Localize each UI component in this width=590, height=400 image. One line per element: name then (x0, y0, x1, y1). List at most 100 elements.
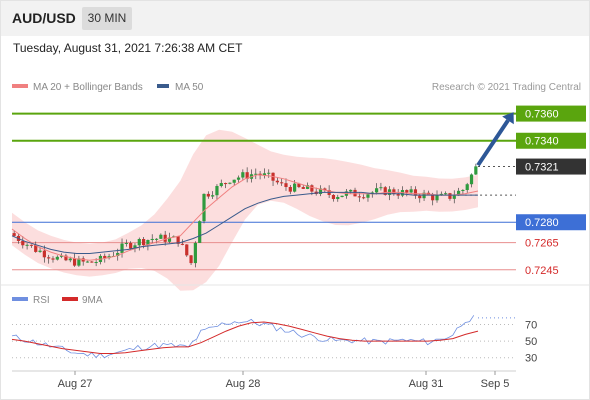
candle-body (288, 187, 292, 192)
candle-body (193, 242, 197, 264)
candle-body (150, 238, 154, 241)
candle-body (85, 261, 90, 263)
candle-body (189, 255, 193, 264)
candle-body (275, 180, 279, 183)
rsi-legend-label: RSI (33, 295, 50, 306)
candle-body (241, 172, 245, 178)
x-tick-label-2: Aug 31 (409, 378, 444, 390)
candle-body (146, 240, 150, 246)
candle-body (340, 195, 344, 197)
candle-body (465, 184, 469, 190)
symbol-label: AUD/USD (12, 10, 76, 26)
candle-body (180, 243, 185, 245)
rsi-ma-legend-label: 9MA (82, 295, 103, 306)
candle-body (474, 166, 478, 175)
candle-body (228, 182, 232, 184)
candle-body (21, 240, 25, 246)
ma50-legend-swatch (157, 84, 169, 88)
rsi-tick-label-2: 30 (525, 353, 537, 365)
candle-body (137, 238, 141, 246)
candle-body (349, 189, 353, 192)
candle-body (297, 183, 301, 188)
candle-body (435, 195, 439, 201)
candle-body (331, 194, 336, 200)
candle-body (284, 183, 288, 188)
candle-body (254, 173, 258, 175)
price-level-label-1: 0.7340 (525, 136, 559, 148)
moving-averages (11, 174, 479, 261)
candle-body (103, 255, 107, 259)
candle-body (94, 262, 98, 264)
x-tick-label-1: Aug 28 (226, 378, 261, 390)
chart-datetime: Tuesday, August 31, 2021 7:26:38 AM CET (13, 41, 243, 55)
candle-body (51, 258, 55, 260)
candle-body (90, 261, 94, 263)
candle-body (206, 193, 210, 197)
candle-body (12, 233, 16, 236)
candle-body (25, 244, 29, 246)
ma50-line (11, 191, 478, 254)
candle-body (202, 193, 206, 222)
candle-body (413, 189, 418, 196)
candle-body (418, 195, 422, 199)
candle-body (38, 250, 42, 252)
candle-body (159, 234, 163, 239)
rsi-ma-line (11, 321, 479, 354)
candle-body (431, 194, 435, 201)
candle-body (120, 243, 124, 253)
timeframe-button[interactable]: 30 MIN (82, 7, 132, 30)
price-level-label-0: 0.7360 (525, 109, 559, 121)
price-level-label-5: 0.7245 (525, 265, 559, 277)
price-level-box-0 (516, 105, 586, 122)
candle-body (198, 221, 202, 243)
candle-body (375, 188, 379, 193)
candle-body (47, 257, 51, 259)
candle-body (444, 193, 448, 195)
candle-body (232, 179, 236, 183)
x-tick-label-3: Sep 5 (481, 378, 510, 390)
candle-body (379, 187, 383, 189)
candle-body (301, 187, 305, 189)
rsi-panel: 70 50 30 (11, 315, 537, 365)
candle-body (293, 183, 297, 192)
ma20-legend-swatch (12, 84, 28, 88)
candle-body (64, 255, 68, 261)
candle-body (336, 196, 340, 200)
candle-body (215, 186, 219, 196)
candle-body (305, 185, 310, 189)
candle-body (154, 238, 159, 240)
candle-body (366, 194, 370, 198)
rsi-line (11, 315, 475, 359)
rsi-legend-swatch (12, 297, 28, 301)
forecast-arrow (476, 112, 514, 167)
ma20-line (11, 174, 479, 261)
price-level-label-2: 0.7321 (525, 162, 559, 174)
x-axis: Aug 27 Aug 28 Aug 31 Sep 5 (12, 370, 516, 390)
candle-body (245, 172, 249, 179)
candle-body (167, 237, 172, 242)
candle-body (124, 242, 128, 244)
candle-body (310, 185, 314, 192)
candle-body (176, 236, 180, 244)
ma20-legend-label: MA 20 + Bollinger Bands (33, 82, 143, 93)
candle-body (185, 244, 189, 256)
candle-body (318, 188, 323, 194)
candle-body (353, 189, 357, 197)
candle-body (323, 188, 327, 191)
forecast-arrow-head (502, 112, 514, 125)
price-level-box-3 (516, 214, 586, 231)
candle-body (448, 193, 452, 199)
candle-body (223, 183, 228, 185)
candle-body (383, 187, 387, 195)
rsi-tick-label-1: 50 (525, 336, 537, 348)
candle-body (29, 244, 34, 246)
ma50-legend-label: MA 50 (175, 82, 204, 93)
price-level-labels: 0.7360 0.7340 0.7321 0.7280 0.7265 0.7245 (516, 105, 586, 277)
candle-body (133, 245, 137, 249)
rsi-ma-legend-swatch (62, 297, 78, 301)
candle-body (163, 234, 167, 242)
candle-body (211, 195, 215, 197)
candle-body (60, 255, 64, 257)
candle-body (405, 190, 409, 193)
